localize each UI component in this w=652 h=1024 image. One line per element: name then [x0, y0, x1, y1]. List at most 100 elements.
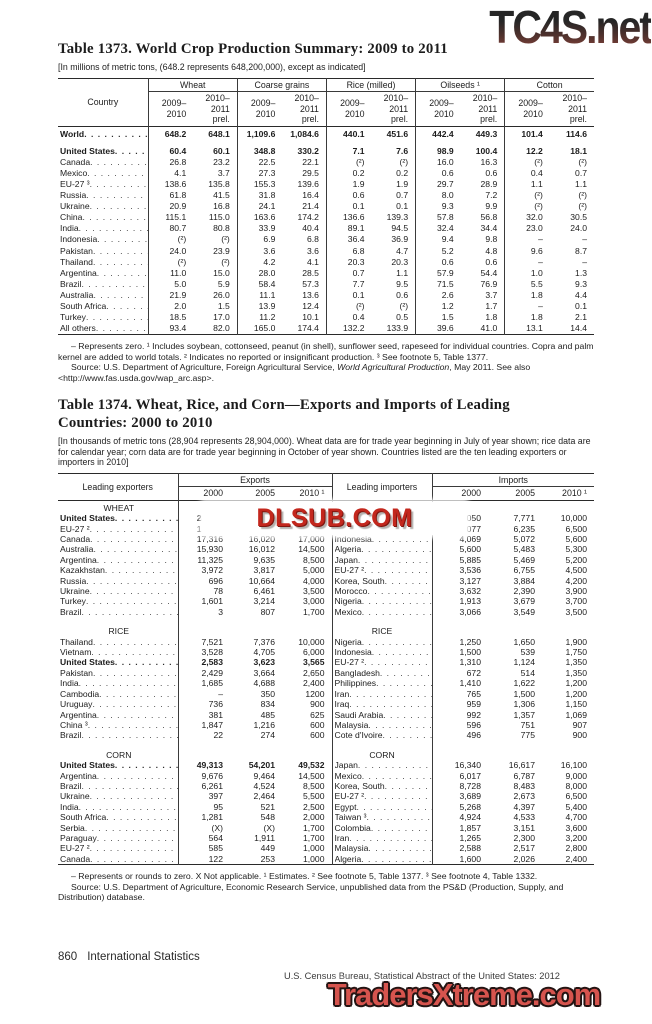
country-name: Saudi Arabia: [334, 709, 384, 720]
value-cell: 80.7: [147, 223, 194, 235]
import-value-cell: 1,500: [513, 688, 535, 699]
country-name: Paraguay: [60, 832, 97, 843]
value-cell: (²): [399, 301, 409, 311]
country-name: Egypt: [334, 801, 357, 812]
export-value-cell: 1,911: [254, 832, 275, 843]
row-label: EU-27 ²: [331, 791, 432, 802]
row-label: Serbia: [58, 823, 178, 833]
dot-leader: [86, 596, 178, 606]
country-name: Pakistan: [60, 667, 93, 678]
country-name: United States: [60, 760, 115, 771]
import-value-cell: 7,771: [513, 513, 535, 524]
column-group-header: Rice (milled): [325, 78, 416, 93]
value-cell: 10.1: [302, 312, 319, 323]
year-column-header: 2010– 2011 prel.: [205, 93, 230, 125]
import-value-cell: 5,400: [565, 801, 587, 812]
value-cell: 0.1: [396, 201, 409, 212]
import-value-cell: 1,250: [431, 636, 488, 648]
dot-leader: [90, 179, 148, 190]
value-cell: 93.4: [147, 323, 194, 335]
value-cell: 135.8: [208, 178, 230, 189]
export-value-cell: 1,000: [302, 853, 325, 864]
import-value-cell: 5,469: [513, 554, 535, 565]
value-cell: 115.0: [208, 212, 230, 223]
value-cell: –: [504, 301, 550, 313]
value-cell: 1.9: [325, 178, 372, 191]
export-value-cell: 1,700: [302, 606, 325, 617]
row-label-flex: EU-27 ²: [335, 657, 432, 667]
export-value-cell: 17,316: [177, 534, 230, 545]
value-cell: 7.1: [325, 142, 372, 157]
row-label: Morocco: [331, 586, 432, 597]
export-value-cell: 274: [260, 730, 275, 741]
value-cell: (²): [504, 190, 550, 202]
export-value-cell: 7,521: [177, 636, 230, 648]
row-label: United States: [58, 513, 178, 523]
dot-leader: [93, 246, 148, 257]
row-label: Canada: [58, 157, 148, 168]
value-cell: (²): [147, 234, 194, 246]
row-label: United States: [58, 657, 178, 667]
value-cell: 16.4: [302, 190, 319, 201]
row-label-flex: United States: [60, 760, 178, 770]
row-label: Paraguay: [58, 833, 178, 843]
row-label: Ukraine: [58, 586, 178, 596]
dot-leader: [362, 637, 432, 647]
value-cell: 12.4: [302, 301, 319, 311]
value-cell: (²): [578, 156, 587, 167]
table-1374-block: Table 1374. Wheat, Rice, and Corn—Export…: [58, 396, 594, 903]
export-value-cell: 16,012: [248, 544, 275, 555]
dot-leader: [372, 647, 432, 657]
country-name: Philippines: [334, 678, 377, 689]
export-value-cell: 449: [260, 843, 275, 854]
empty-cell: [542, 500, 594, 513]
section-label: WHEAT: [103, 502, 134, 513]
value-cell: 21.4: [302, 201, 319, 212]
row-label-flex: EU-27 ²: [335, 791, 432, 801]
value-cell: 4.1: [307, 256, 319, 267]
dot-leader: [97, 833, 178, 843]
year-column-header: 2005: [255, 488, 275, 499]
value-cell: 4.4: [575, 289, 587, 300]
empty-cell: [542, 748, 594, 760]
export-value-cell: 834: [260, 699, 275, 710]
country-name: South Africa: [60, 301, 107, 311]
table-row: Uruguay 736 834 900 Iraq 959 1,306 1,150: [58, 699, 594, 710]
year-column-header: 2010– 2011 prel.: [294, 93, 319, 125]
dot-leader: [115, 146, 148, 157]
value-cell: 16.3: [480, 156, 498, 167]
value-cell: 4.8: [485, 245, 498, 256]
value-cell: 8.0: [415, 190, 461, 202]
value-cell: 29.5: [302, 167, 319, 178]
value-cell: 6.8: [325, 245, 372, 257]
value-cell: 7.2: [485, 190, 498, 201]
empty-cell: [282, 624, 332, 636]
table-row: Turkey 18.5 17.0 11.2 10.1 0.4 0.5 1.5 1.8 1.8 2.1: [58, 312, 594, 324]
country-name: Serbia: [60, 822, 85, 833]
country-name: Turkey: [60, 596, 86, 607]
row-label: Vietnam: [58, 647, 178, 657]
row-label: United States: [58, 760, 178, 770]
export-value-cell: 4,000: [302, 575, 325, 586]
row-label-flex: South Africa: [60, 812, 178, 822]
export-value-cell: 696: [177, 575, 230, 587]
export-value-cell: 1,000: [302, 843, 325, 854]
row-label-flex: Mexico: [335, 771, 432, 781]
row-label: South Africa: [58, 812, 178, 822]
country-name: EU-27 ²: [60, 523, 90, 534]
table-row: Vietnam 3,528 4,705 6,000 Indonesia 1,500 539 1…: [58, 647, 594, 658]
table-row: Argentina 11.0 15.0 28.0 28.5 0.7 1.1 57.9 54.4 1…: [58, 267, 594, 279]
row-label-flex: Taiwan ³: [335, 812, 432, 822]
import-value-cell: 3,884: [513, 575, 535, 586]
row-label-flex: Russia: [60, 190, 148, 201]
export-value-cell: 10,000: [298, 636, 325, 647]
column-group-header: Wheat: [147, 78, 238, 93]
value-cell: 16.0: [415, 156, 461, 168]
table-row: Pakistan 2,429 3,664 2,650 Bangladesh 672 514 1…: [58, 667, 594, 679]
country-name: Australia: [60, 289, 94, 300]
dot-leader: [90, 586, 178, 596]
country-name: Algeria: [334, 853, 362, 864]
value-cell: 0.7: [575, 167, 587, 178]
table-row: All others 93.4 82.0 165.0 174.4 132.2 133.9 39…: [58, 323, 594, 335]
